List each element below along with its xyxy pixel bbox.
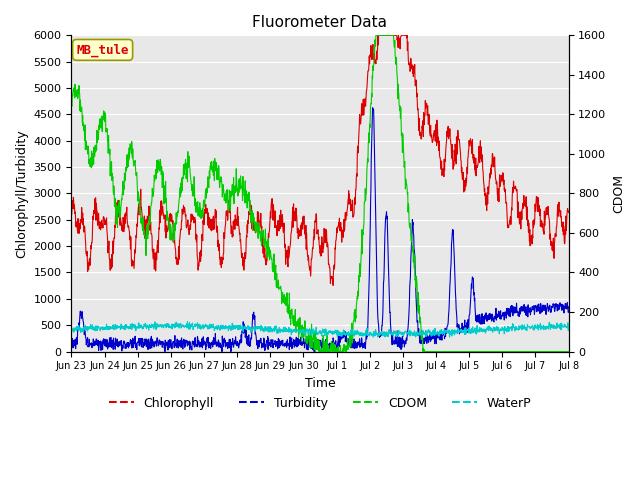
Title: Fluorometer Data: Fluorometer Data [253,15,387,30]
Y-axis label: Chlorophyll/Turbidity: Chlorophyll/Turbidity [15,129,28,258]
Y-axis label: CDOM: CDOM [612,174,625,213]
Legend: Chlorophyll, Turbidity, CDOM, WaterP: Chlorophyll, Turbidity, CDOM, WaterP [104,392,536,415]
Text: MB_tule: MB_tule [76,43,129,57]
X-axis label: Time: Time [305,377,335,390]
